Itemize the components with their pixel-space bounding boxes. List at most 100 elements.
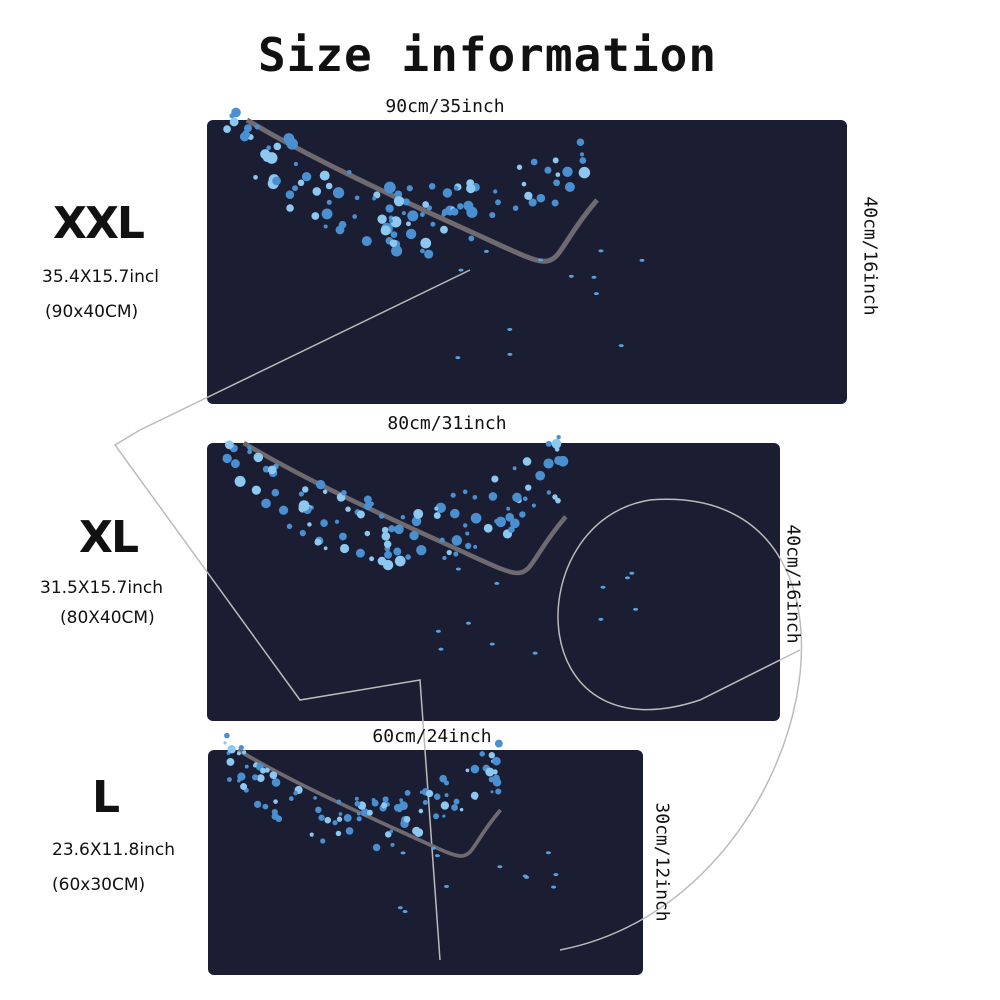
branch [237,748,502,858]
blossom [419,790,424,794]
blossom [312,187,322,196]
blossom [479,751,485,757]
size-inches: 31.5X15.7inch [40,578,163,598]
blossom [450,492,456,498]
mat-xl [207,443,780,721]
blossom [264,767,270,773]
blossom [453,798,460,805]
blossom [273,142,282,151]
blossom [393,547,402,556]
petal [435,629,441,633]
blossom [525,484,532,491]
blossom [416,545,427,556]
blossom [388,525,396,533]
blossom [254,124,260,130]
blossom [260,149,271,160]
blossom [470,764,480,774]
blossom [494,739,503,748]
petal [438,647,444,651]
blossom [551,199,559,207]
blossom [508,526,515,533]
blossom [323,224,328,229]
blossom [247,445,252,450]
blossom [441,211,447,217]
blossom [495,199,501,206]
petal [598,617,604,621]
blossom [293,161,299,167]
blossom [433,512,441,520]
blossom [536,193,546,203]
petal [400,851,406,855]
blossom [512,466,517,471]
blossom [457,203,464,210]
blossom [381,802,387,808]
blossom [463,200,474,211]
blossom [383,540,392,548]
blossom [444,793,449,798]
blossom [411,516,422,527]
blossom [433,813,440,820]
blossom [462,489,468,495]
blossom [318,814,325,821]
blossom [240,783,248,791]
blossom [495,788,502,795]
blossom [388,218,394,223]
blossom [223,125,231,133]
blossom [266,145,272,151]
blossom [253,763,257,768]
blossom [384,181,396,194]
blossom [320,838,326,844]
blossom [390,842,395,847]
blossom [244,764,249,769]
petal [397,906,403,910]
blossom [385,204,394,213]
blossom [251,485,261,495]
blossom [372,843,381,852]
blossom [451,535,463,546]
blossom [322,489,328,494]
blossom [446,549,452,556]
petal [507,327,513,331]
blossom [453,185,459,191]
blossom [307,522,312,527]
blossom [422,201,430,208]
blossom [252,774,259,781]
blossom [530,158,538,166]
blossom [459,807,464,812]
size-cm: (80X40CM) [60,608,155,628]
blossom [418,808,424,814]
blossom [273,799,278,804]
blossom [473,544,478,549]
blossom [562,166,573,177]
blossom [222,453,232,464]
blossom [425,789,434,798]
petal [593,292,599,296]
blossom [545,440,552,447]
blossom [234,475,246,487]
blossom [519,511,526,518]
blossom [260,767,267,774]
blossom [262,804,267,809]
blossom [372,196,377,201]
blossom [403,815,411,823]
blossom [288,796,294,802]
blossom [483,523,493,533]
blossom [343,814,352,822]
blossom [345,827,354,835]
blossom [394,524,404,535]
blossom [401,211,406,216]
blossom [440,801,450,810]
petal [489,642,495,646]
blossom [439,537,445,543]
blossom [402,198,410,206]
blossom [278,505,289,515]
blossom [380,225,391,236]
blossom [557,455,569,467]
blossom [442,188,453,198]
blossom [297,179,305,187]
blossom [424,249,434,259]
blossom [237,772,246,781]
blossom [323,546,328,551]
blossom [309,832,314,837]
